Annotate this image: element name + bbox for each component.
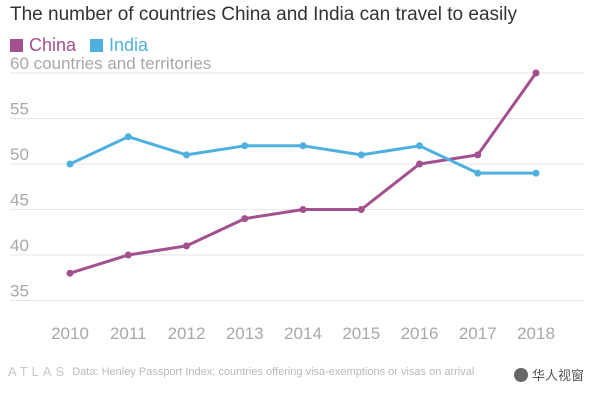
watermark-icon (513, 367, 528, 382)
data-point-china-2017 (474, 151, 482, 159)
data-point-india-2011 (124, 133, 132, 141)
y-tick-label-50: 50 (10, 145, 29, 164)
data-point-china-2016 (416, 160, 423, 168)
legend-swatch-india (90, 39, 104, 52)
source-note: Data: Henley Passport Index; countries o… (72, 365, 475, 378)
y-tick-label-60: 60 countries and territories (10, 54, 211, 73)
x-tick-label-2018: 2018 (517, 324, 555, 343)
watermark: 华人视窗 (509, 364, 588, 385)
x-tick-label-2016: 2016 (401, 324, 439, 343)
x-tick-label-2010: 2010 (51, 324, 89, 343)
data-point-india-2017 (474, 169, 482, 177)
legend-item-india: India (90, 35, 148, 56)
x-tick-label-2012: 2012 (168, 324, 206, 343)
x-tick-label-2017: 2017 (459, 324, 497, 343)
y-tick-label-55: 55 (10, 100, 29, 119)
legend-swatch-china (10, 39, 23, 52)
data-point-india-2015 (357, 151, 365, 159)
data-point-india-2014 (299, 142, 307, 150)
watermark-text: 华人视窗 (531, 368, 584, 383)
y-tick-label-40: 40 (10, 236, 29, 255)
x-tick-label-2013: 2013 (226, 324, 264, 343)
data-point-china-2014 (299, 206, 307, 213)
series-line-india (68, 135, 538, 175)
data-point-india-2010 (66, 160, 74, 168)
data-point-india-2012 (183, 151, 190, 159)
chart-footer: ATLAS Data: Henley Passport Index; count… (8, 364, 474, 379)
data-point-china-2010 (66, 269, 74, 277)
data-point-india-2018 (532, 169, 540, 177)
chart-title: The number of countries China and India … (10, 4, 517, 25)
data-point-india-2013 (241, 142, 249, 150)
data-point-china-2011 (124, 251, 132, 259)
series-line-china (68, 71, 538, 275)
chart-legend: China India (10, 35, 148, 56)
data-point-india-2016 (416, 142, 423, 150)
legend-item-china: China (10, 35, 76, 56)
x-tick-label-2014: 2014 (284, 324, 322, 343)
x-tick-label-2011: 2011 (110, 324, 147, 343)
data-point-china-2015 (357, 206, 365, 213)
legend-label-china: China (29, 35, 77, 55)
data-point-china-2018 (532, 69, 540, 77)
data-point-china-2012 (183, 242, 190, 250)
atlas-logo: ATLAS (8, 364, 69, 379)
legend-label-india: India (109, 35, 149, 55)
data-point-china-2013 (241, 215, 249, 223)
x-tick-label-2015: 2015 (342, 324, 380, 343)
y-tick-label-35: 35 (10, 282, 29, 301)
y-tick-label-45: 45 (10, 191, 29, 210)
